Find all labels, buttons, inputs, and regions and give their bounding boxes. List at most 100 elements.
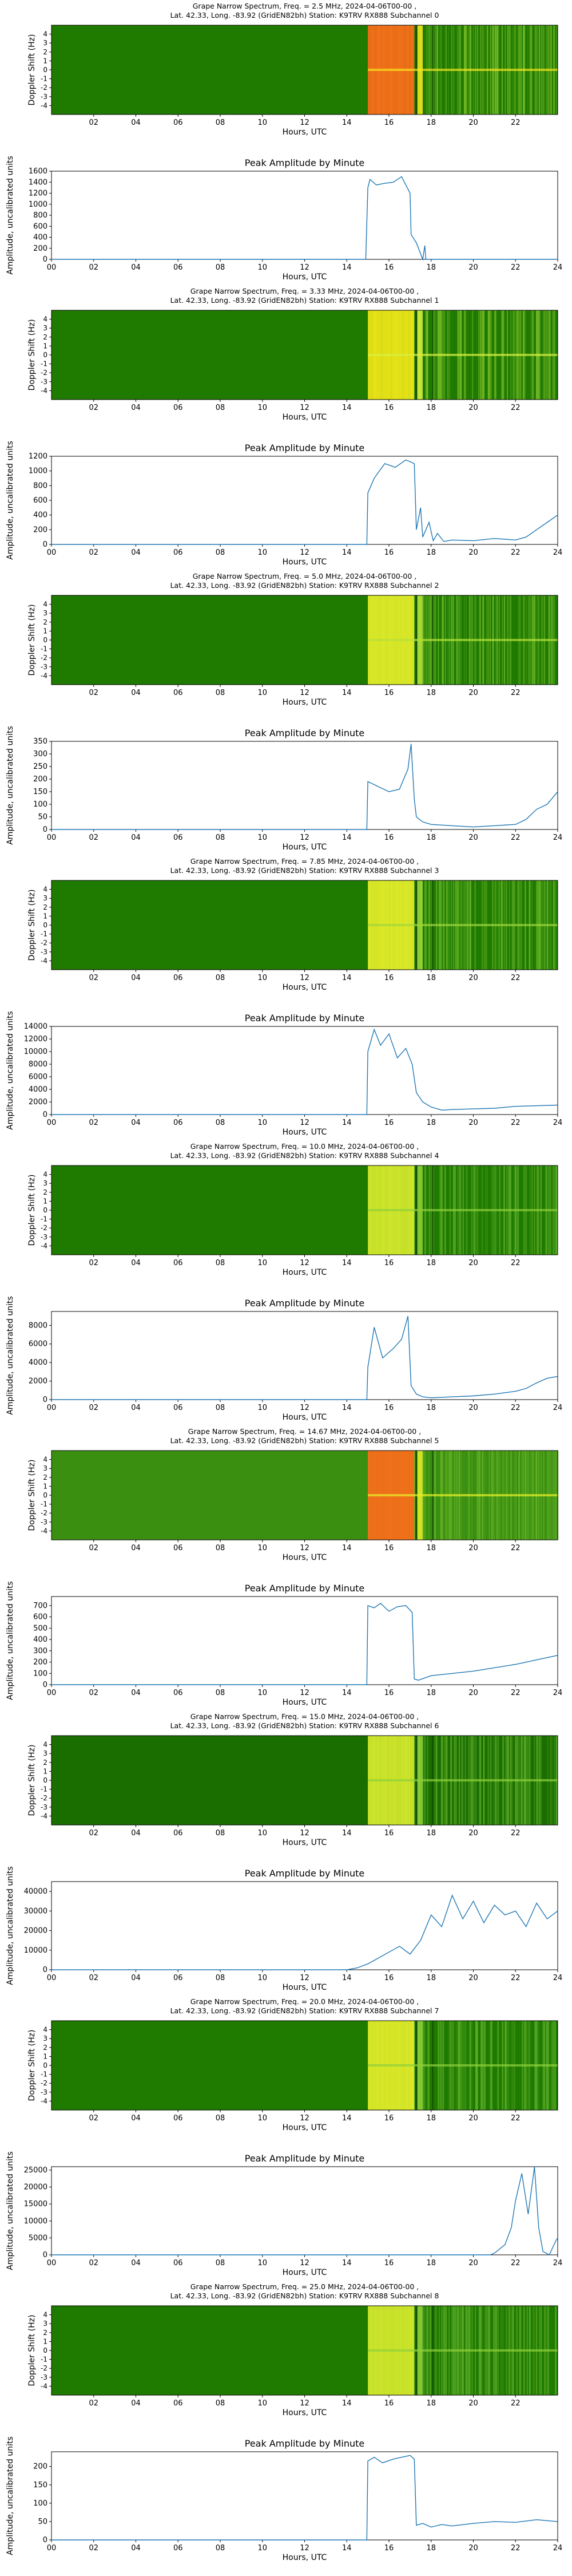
- amplitude-xtick-label: 20: [468, 2544, 478, 2553]
- heatmap-xtick-label: 22: [511, 404, 521, 412]
- heatmap-ytick-label: -1: [41, 2356, 47, 2364]
- heatmap-xtick-label: 12: [300, 2114, 309, 2123]
- spectrum-title-line1: Grape Narrow Spectrum, Freq. = 7.85 MHz,…: [190, 857, 419, 866]
- amplitude-ytick-label: 6000: [29, 1340, 47, 1349]
- amplitude-frame: [51, 2451, 558, 2541]
- heatmap-xlabel: Hours, UTC: [283, 413, 327, 422]
- heatmap-ytick-label: 2: [43, 618, 47, 626]
- amplitude-ytick-label: 0: [43, 825, 47, 834]
- heatmap-xtick-label: 08: [216, 1829, 225, 1838]
- amplitude-xtick-label: 22: [511, 263, 521, 272]
- heatmap-xtick-label: 08: [216, 404, 225, 412]
- heatmap-ytick-label: -4: [41, 101, 47, 109]
- amplitude-ytick-label: 200: [33, 1658, 47, 1667]
- heatmap-ytick-label: -3: [41, 948, 47, 956]
- amplitude-frame: [51, 1596, 558, 1685]
- subchannel-7: Grape Narrow Spectrum, Freq. = 20.0 MHz,…: [6, 1997, 562, 2277]
- heatmap-ytick-label: 2: [43, 2044, 47, 2052]
- amplitude-xlabel: Hours, UTC: [283, 843, 327, 852]
- amplitude-ytick-label: 2000: [29, 1098, 47, 1107]
- amplitude-xtick-label: 08: [216, 1689, 225, 1697]
- amplitude-xtick-label: 18: [426, 1404, 436, 1412]
- amplitude-ytick-label: 14000: [24, 1022, 47, 1031]
- heatmap-ytick-label: -3: [41, 1518, 47, 1526]
- heatmap-xtick-label: 16: [384, 1829, 394, 1838]
- heatmap-ytick-label: -4: [41, 957, 47, 965]
- heatmap-xlabel: Hours, UTC: [283, 2123, 327, 2132]
- amplitude-xtick-label: 22: [511, 1974, 521, 1982]
- heatmap-xtick-label: 22: [511, 689, 521, 697]
- amplitude-ytick-label: 600: [33, 1613, 47, 1622]
- amplitude-xtick-label: 10: [257, 1974, 267, 1982]
- amplitude-xtick-label: 04: [131, 1974, 141, 1982]
- amplitude-ytick-label: 4000: [29, 1358, 47, 1367]
- heatmap-xlabel: Hours, UTC: [283, 698, 327, 707]
- heatmap-carrier-line: [368, 354, 558, 356]
- spectrum-title-line1: Grape Narrow Spectrum, Freq. = 14.67 MHz…: [188, 1427, 421, 1436]
- heatmap-xtick-label: 06: [173, 1544, 183, 1552]
- amplitude-xtick-label: 02: [89, 2259, 98, 2267]
- heatmap-ytick-label: -3: [41, 378, 47, 386]
- amplitude-xtick-label: 16: [384, 1404, 394, 1412]
- amplitude-frame: [51, 1026, 558, 1115]
- heatmap-ytick-label: 4: [43, 2026, 47, 2034]
- heatmap-xtick-label: 20: [468, 1259, 478, 1267]
- heatmap-xtick-label: 02: [89, 689, 98, 697]
- heatmap-ylabel: Doppler Shift (Hz): [27, 2315, 37, 2387]
- amplitude-xtick-label: 20: [468, 1119, 478, 1127]
- heatmap-carrier-line: [368, 1779, 558, 1781]
- amplitude-series-line: [51, 1315, 558, 1400]
- heatmap-ytick-label: -4: [41, 2097, 47, 2105]
- heatmap-ytick-label: -2: [41, 939, 47, 947]
- heatmap-xtick-label: 20: [468, 1544, 478, 1552]
- amplitude-xlabel: Hours, UTC: [283, 1983, 327, 1992]
- heatmap-xtick-label: 12: [300, 404, 309, 412]
- heatmap-ytick-label: -3: [41, 1233, 47, 1241]
- amplitude-xtick-label: 20: [468, 1974, 478, 1982]
- amplitude-ytick-label: 100: [33, 1669, 47, 1678]
- heatmap-ylabel: Doppler Shift (Hz): [27, 2030, 37, 2101]
- amplitude-ytick-label: 0: [43, 255, 47, 264]
- heatmap-xtick-label: 14: [342, 974, 352, 982]
- amplitude-xtick-label: 18: [426, 1974, 436, 1982]
- amplitude-series-line: [51, 1894, 558, 1970]
- heatmap-xtick-label: 22: [511, 1544, 521, 1552]
- amplitude-xtick-label: 22: [511, 833, 521, 842]
- spectrum-title-line2: Lat. 42.33, Long. -83.92 (GridEN82bh) St…: [170, 11, 439, 19]
- heatmap-xtick-label: 08: [216, 118, 225, 127]
- amplitude-xtick-label: 22: [511, 1119, 521, 1127]
- heatmap-xtick-label: 12: [300, 2399, 309, 2408]
- heatmap-xtick-label: 16: [384, 1259, 394, 1267]
- amplitude-xtick-label: 24: [553, 2259, 563, 2267]
- heatmap-xtick-label: 04: [131, 404, 141, 412]
- amplitude-xtick-label: 12: [300, 263, 309, 272]
- heatmap-xtick-label: 22: [511, 2399, 521, 2408]
- heatmap-xtick-label: 18: [426, 1259, 436, 1267]
- heatmap-xtick-label: 18: [426, 2399, 436, 2408]
- amplitude-xtick-label: 22: [511, 1689, 521, 1697]
- heatmap-xtick-label: 04: [131, 1829, 141, 1838]
- spectrum-title-line1: Grape Narrow Spectrum, Freq. = 25.0 MHz,…: [190, 2282, 419, 2291]
- spectrum-title-line2: Lat. 42.33, Long. -83.92 (GridEN82bh) St…: [170, 1436, 439, 1445]
- amplitude-frame: [51, 741, 558, 830]
- heatmap-xtick-label: 06: [173, 689, 183, 697]
- amplitude-ytick-label: 1600: [29, 167, 47, 176]
- heatmap-ytick-label: 1: [43, 2052, 47, 2060]
- amplitude-ytick-label: 50: [38, 813, 47, 821]
- heatmap-ytick-label: -4: [41, 1527, 47, 1535]
- amplitude-xtick-label: 08: [216, 1974, 225, 1982]
- heatmap-xtick-label: 16: [384, 2399, 394, 2408]
- amplitude-xtick-label: 22: [511, 2544, 521, 2553]
- heatmap-xtick-label: 10: [257, 974, 267, 982]
- heatmap-xtick-label: 10: [257, 2114, 267, 2123]
- heatmap-ylabel: Doppler Shift (Hz): [27, 1745, 37, 1816]
- heatmap-xtick-label: 22: [511, 2114, 521, 2123]
- amplitude-ytick-label: 10000: [24, 1048, 47, 1056]
- heatmap-ytick-label: -2: [41, 84, 47, 92]
- amplitude-ytick-label: 350: [33, 737, 47, 746]
- amplitude-series-line: [51, 1028, 558, 1115]
- heatmap-xtick-label: 20: [468, 404, 478, 412]
- heatmap-xtick-label: 10: [257, 118, 267, 127]
- heatmap-ytick-label: 0: [43, 2061, 47, 2069]
